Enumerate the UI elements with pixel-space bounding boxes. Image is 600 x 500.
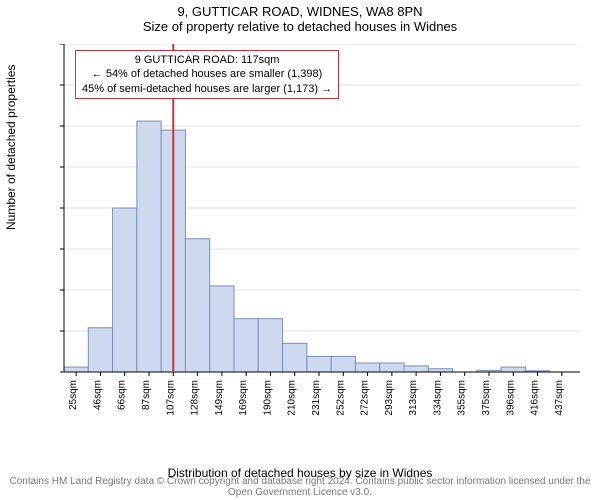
- svg-text:437sqm: 437sqm: [554, 380, 565, 416]
- histogram-svg: 010020030040050060070080025sqm46sqm66sqm…: [60, 44, 580, 424]
- svg-text:210sqm: 210sqm: [287, 380, 298, 416]
- info-callout-box: 9 GUTTICAR ROAD: 117sqm ← 54% of detache…: [75, 50, 339, 99]
- svg-text:231sqm: 231sqm: [311, 380, 322, 416]
- svg-text:190sqm: 190sqm: [262, 380, 273, 416]
- svg-text:313sqm: 313sqm: [408, 380, 419, 416]
- svg-text:149sqm: 149sqm: [214, 380, 225, 416]
- info-line3: 45% of semi-detached houses are larger (…: [82, 82, 332, 96]
- svg-text:416sqm: 416sqm: [530, 380, 541, 416]
- svg-text:396sqm: 396sqm: [505, 380, 516, 416]
- svg-text:128sqm: 128sqm: [190, 380, 201, 416]
- svg-text:107sqm: 107sqm: [165, 380, 176, 416]
- svg-text:169sqm: 169sqm: [238, 380, 249, 416]
- info-line1: 9 GUTTICAR ROAD: 117sqm: [82, 53, 332, 67]
- svg-text:355sqm: 355sqm: [457, 380, 468, 416]
- svg-text:25sqm: 25sqm: [68, 380, 79, 410]
- chart-footer: Contains HM Land Registry data © Crown c…: [0, 476, 600, 498]
- y-axis-label: Number of detached properties: [4, 65, 18, 230]
- info-line2: ← 54% of detached houses are smaller (1,…: [82, 67, 332, 81]
- svg-text:66sqm: 66sqm: [117, 380, 128, 410]
- svg-text:293sqm: 293sqm: [384, 380, 395, 416]
- chart-plot-area: 010020030040050060070080025sqm46sqm66sqm…: [60, 44, 580, 424]
- svg-text:272sqm: 272sqm: [360, 380, 371, 416]
- svg-text:334sqm: 334sqm: [432, 380, 443, 416]
- chart-title-line2: Size of property relative to detached ho…: [0, 19, 600, 34]
- chart-title-line1: 9, GUTTICAR ROAD, WIDNES, WA8 8PN: [0, 0, 600, 19]
- svg-text:87sqm: 87sqm: [141, 380, 152, 410]
- svg-text:252sqm: 252sqm: [335, 380, 346, 416]
- svg-text:46sqm: 46sqm: [92, 380, 103, 410]
- svg-text:375sqm: 375sqm: [481, 380, 492, 416]
